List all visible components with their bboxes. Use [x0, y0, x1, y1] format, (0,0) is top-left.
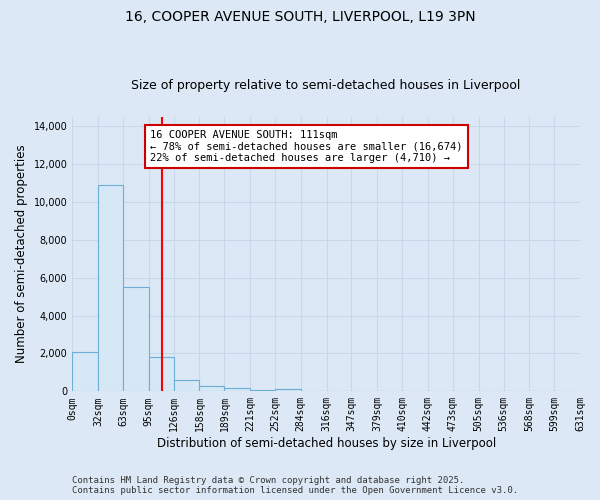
Bar — [72, 352, 98, 392]
Bar — [199, 386, 224, 392]
X-axis label: Distribution of semi-detached houses by size in Liverpool: Distribution of semi-detached houses by … — [157, 437, 496, 450]
Bar — [173, 380, 199, 392]
Text: Contains HM Land Registry data © Crown copyright and database right 2025.
Contai: Contains HM Land Registry data © Crown c… — [72, 476, 518, 495]
Bar — [275, 390, 301, 392]
Text: 16, COOPER AVENUE SOUTH, LIVERPOOL, L19 3PN: 16, COOPER AVENUE SOUTH, LIVERPOOL, L19 … — [125, 10, 475, 24]
Bar — [123, 287, 149, 392]
Bar — [224, 388, 250, 392]
Bar — [149, 358, 173, 392]
Bar — [98, 185, 123, 392]
Text: 16 COOPER AVENUE SOUTH: 111sqm
← 78% of semi-detached houses are smaller (16,674: 16 COOPER AVENUE SOUTH: 111sqm ← 78% of … — [151, 130, 463, 163]
Y-axis label: Number of semi-detached properties: Number of semi-detached properties — [15, 144, 28, 364]
Title: Size of property relative to semi-detached houses in Liverpool: Size of property relative to semi-detach… — [131, 79, 521, 92]
Bar — [250, 390, 275, 392]
